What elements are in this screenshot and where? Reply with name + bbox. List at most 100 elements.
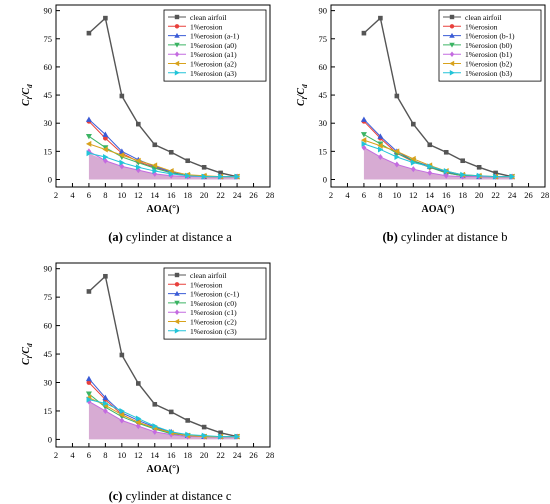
legend-marker [449, 32, 455, 38]
y-tick-label: 60 [44, 321, 53, 331]
data-point [152, 428, 158, 435]
data-point [86, 396, 92, 403]
series-line-6 [88, 399, 238, 438]
legend-entry: clean airfoil [190, 13, 226, 22]
data-point [102, 394, 109, 401]
legend-marker [449, 51, 455, 57]
legend-marker [449, 42, 455, 48]
y-tick-label: 30 [319, 118, 328, 128]
legend-marker [449, 24, 455, 29]
data-point [410, 166, 416, 173]
shaded-area [363, 147, 513, 180]
data-point [152, 168, 158, 175]
data-point [394, 93, 400, 99]
x-tick-label: 24 [233, 450, 242, 460]
data-point [411, 121, 416, 127]
x-tick-label: 8 [103, 450, 107, 460]
x-tick-label: 18 [458, 190, 467, 200]
plot-frame [330, 4, 546, 188]
x-tick-label: 28 [266, 190, 275, 200]
x-tick-label: 10 [118, 450, 127, 460]
data-point [85, 375, 92, 382]
x-tick-label: 4 [345, 190, 350, 200]
y-tick-label: 30 [44, 118, 53, 128]
data-point [394, 153, 400, 160]
x-tick-label: 8 [378, 190, 382, 200]
y-tick-label: 75 [44, 292, 53, 302]
legend-marker [449, 60, 455, 67]
x-tick-label: 22 [216, 190, 225, 200]
x-tick-label: 18 [183, 450, 192, 460]
legend-marker [174, 51, 180, 57]
x-tick-label: 22 [216, 450, 225, 460]
x-tick-label: 6 [362, 190, 366, 200]
chart-panel-1: 2 4 6 8 10 12 14 16 18 20 22 24 26 280153045607590AOA… [21, 4, 275, 244]
y-tick-label: 45 [44, 90, 53, 100]
y-axis-label: Cl/Cd [296, 84, 309, 106]
data-point [103, 15, 108, 21]
data-point [102, 153, 109, 160]
data-point [85, 133, 92, 140]
data-point [443, 172, 449, 179]
legend-entry: 1%erosion (a-1) [190, 32, 240, 41]
y-tick-label: 60 [44, 62, 53, 72]
x-tick-label: 20 [200, 190, 209, 200]
x-tick-label: 16 [167, 450, 176, 460]
data-point [85, 116, 92, 122]
legend-box [163, 9, 267, 82]
data-point [360, 132, 367, 138]
y-tick-label: 90 [319, 6, 328, 16]
data-point [135, 164, 142, 171]
data-point [85, 140, 92, 147]
data-point [168, 170, 175, 177]
data-point [152, 402, 158, 407]
shaded-area [88, 153, 238, 180]
x-tick-label: 2 [54, 450, 58, 460]
x-tick-label: 28 [266, 450, 275, 460]
panel-caption: (c) cylinder at distance c [109, 489, 232, 503]
data-point [119, 407, 125, 414]
legend-entry: 1%erosion (c2) [190, 318, 237, 327]
legend-entry: 1%erosion (c1) [190, 308, 237, 317]
data-point [135, 157, 141, 164]
data-point [218, 433, 224, 440]
data-point [86, 150, 92, 157]
legend-entry: 1%erosion [190, 280, 223, 289]
data-point [136, 381, 141, 386]
y-tick-label: 0 [323, 174, 327, 184]
legend-entry: 1%erosion (a0) [190, 41, 237, 50]
data-point [103, 273, 108, 279]
legend-marker [174, 42, 180, 48]
data-point [86, 30, 92, 36]
x-tick-label: 16 [442, 190, 451, 200]
data-point [85, 391, 92, 397]
legend-entry: 1%erosion (a1) [190, 50, 237, 59]
data-point [377, 142, 383, 149]
data-point [168, 149, 174, 155]
y-tick-label: 0 [48, 174, 52, 184]
x-tick-label: 14 [426, 190, 435, 200]
data-point [168, 168, 174, 175]
data-point [361, 30, 367, 36]
data-point [410, 159, 417, 166]
y-tick-label: 90 [44, 6, 53, 16]
x-tick-label: 24 [233, 190, 242, 200]
data-point [427, 163, 433, 170]
data-point [119, 163, 125, 170]
data-point [218, 430, 223, 436]
y-tick-label: 15 [319, 146, 328, 156]
x-tick-label: 26 [524, 190, 533, 200]
plot-frame [55, 4, 271, 188]
y-axis-label: Cl/Cd [21, 84, 34, 106]
legend-entry: 1%erosion (c-1) [190, 290, 240, 299]
data-point [151, 162, 158, 169]
legend-box [438, 9, 542, 82]
legend-marker [174, 300, 180, 306]
data-point [86, 380, 92, 385]
legend-marker [174, 24, 180, 29]
x-tick-label: 6 [87, 450, 91, 460]
x-tick-label: 12 [409, 190, 418, 200]
